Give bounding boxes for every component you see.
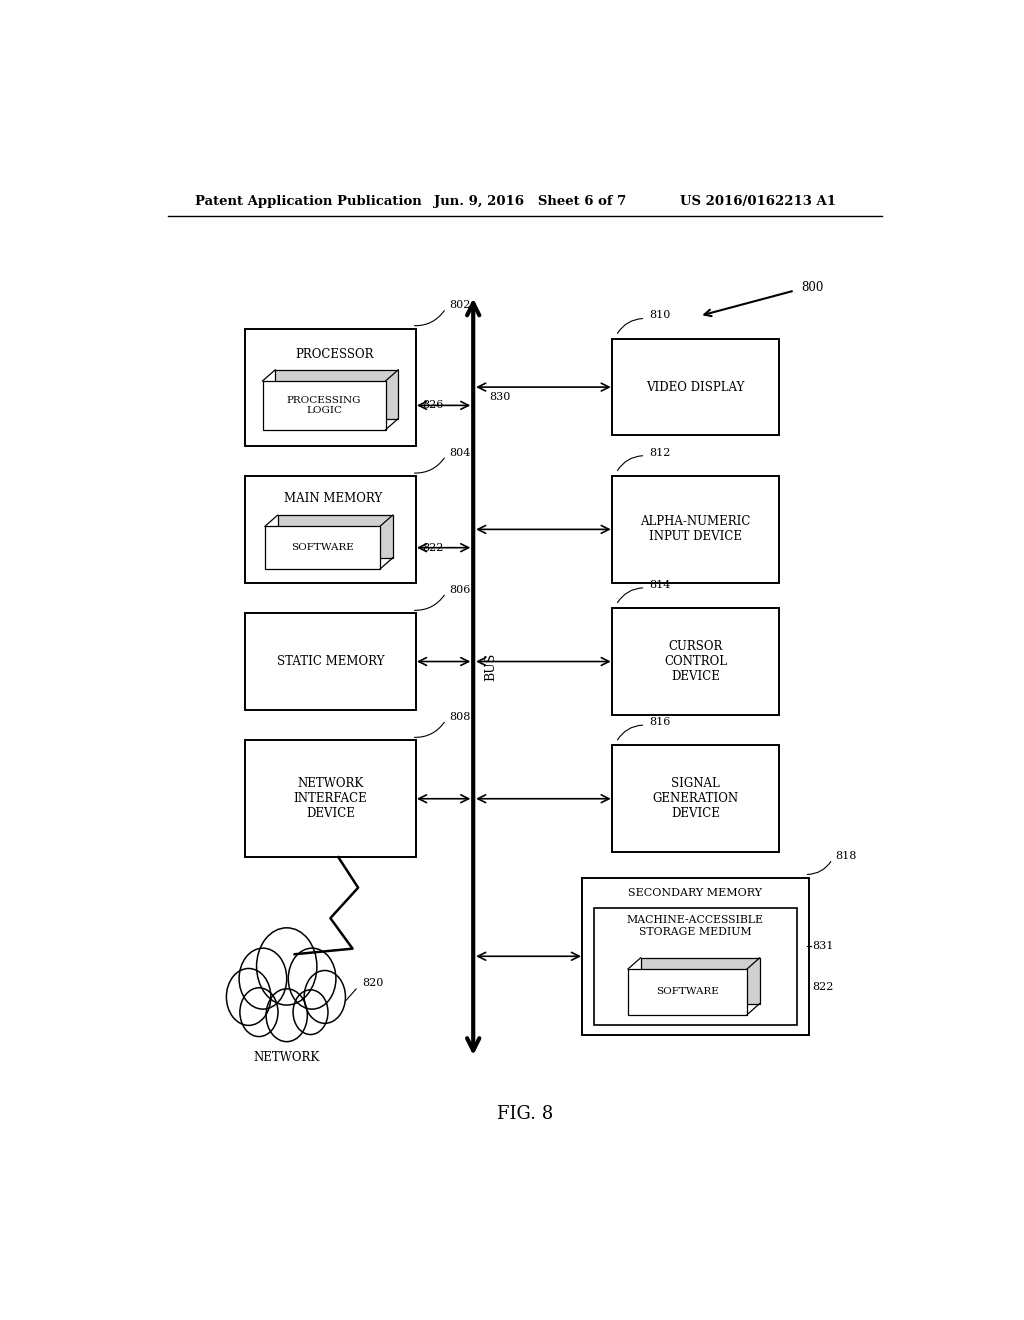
Text: 804: 804 bbox=[449, 447, 470, 458]
Bar bbox=[245, 741, 416, 857]
Bar bbox=[641, 958, 760, 1003]
Bar bbox=[612, 746, 778, 853]
Bar bbox=[245, 329, 416, 446]
Text: STATIC MEMORY: STATIC MEMORY bbox=[276, 655, 384, 668]
Circle shape bbox=[240, 987, 278, 1036]
Text: ALPHA-NUMERIC
INPUT DEVICE: ALPHA-NUMERIC INPUT DEVICE bbox=[640, 515, 751, 544]
Circle shape bbox=[304, 970, 345, 1023]
Bar bbox=[583, 878, 809, 1035]
Circle shape bbox=[226, 969, 270, 1026]
Text: US 2016/0162213 A1: US 2016/0162213 A1 bbox=[680, 194, 836, 207]
Text: FIG. 8: FIG. 8 bbox=[497, 1105, 553, 1123]
Text: 820: 820 bbox=[362, 978, 383, 987]
Bar bbox=[245, 477, 416, 582]
Circle shape bbox=[240, 948, 287, 1008]
Text: SIGNAL
GENERATION
DEVICE: SIGNAL GENERATION DEVICE bbox=[652, 777, 738, 820]
Bar bbox=[612, 477, 778, 582]
Text: CURSOR
CONTROL
DEVICE: CURSOR CONTROL DEVICE bbox=[664, 640, 727, 682]
Text: PROCESSOR: PROCESSOR bbox=[295, 348, 374, 362]
Text: 818: 818 bbox=[836, 851, 857, 861]
Bar bbox=[278, 515, 392, 558]
Circle shape bbox=[293, 990, 328, 1035]
Text: SOFTWARE: SOFTWARE bbox=[291, 544, 354, 552]
Text: MACHINE-ACCESSIBLE
STORAGE MEDIUM: MACHINE-ACCESSIBLE STORAGE MEDIUM bbox=[627, 916, 764, 937]
Text: PROCESSING
LOGIC: PROCESSING LOGIC bbox=[287, 396, 361, 414]
Text: Jun. 9, 2016   Sheet 6 of 7: Jun. 9, 2016 Sheet 6 of 7 bbox=[433, 194, 626, 207]
Text: Patent Application Publication: Patent Application Publication bbox=[196, 194, 422, 207]
Text: NETWORK
INTERFACE
DEVICE: NETWORK INTERFACE DEVICE bbox=[294, 777, 368, 820]
Text: BUS: BUS bbox=[484, 652, 498, 681]
Circle shape bbox=[266, 989, 307, 1041]
Text: 831: 831 bbox=[812, 941, 834, 952]
Text: VIDEO DISPLAY: VIDEO DISPLAY bbox=[646, 380, 744, 393]
Text: MAIN MEMORY: MAIN MEMORY bbox=[284, 492, 382, 506]
Bar bbox=[245, 614, 416, 710]
Bar bbox=[265, 527, 380, 569]
Bar bbox=[628, 969, 748, 1015]
Text: 830: 830 bbox=[489, 392, 510, 403]
Text: 814: 814 bbox=[649, 579, 671, 590]
Circle shape bbox=[289, 948, 336, 1008]
Text: 816: 816 bbox=[649, 717, 671, 727]
Text: 822: 822 bbox=[812, 982, 834, 991]
Text: 802: 802 bbox=[449, 300, 470, 310]
Bar bbox=[612, 609, 778, 715]
Text: 810: 810 bbox=[649, 310, 671, 321]
Text: 808: 808 bbox=[449, 711, 470, 722]
Text: 822: 822 bbox=[422, 543, 443, 553]
Text: NETWORK: NETWORK bbox=[254, 1052, 319, 1064]
Bar bbox=[612, 339, 778, 436]
Text: 800: 800 bbox=[801, 281, 823, 294]
Circle shape bbox=[257, 928, 316, 1005]
Bar bbox=[275, 370, 398, 418]
Text: 806: 806 bbox=[449, 585, 470, 595]
Text: 826: 826 bbox=[422, 400, 443, 411]
Text: SECONDARY MEMORY: SECONDARY MEMORY bbox=[629, 888, 763, 898]
Bar bbox=[262, 381, 385, 430]
Bar bbox=[594, 908, 797, 1024]
Text: SOFTWARE: SOFTWARE bbox=[656, 987, 719, 997]
Text: 812: 812 bbox=[649, 447, 671, 458]
